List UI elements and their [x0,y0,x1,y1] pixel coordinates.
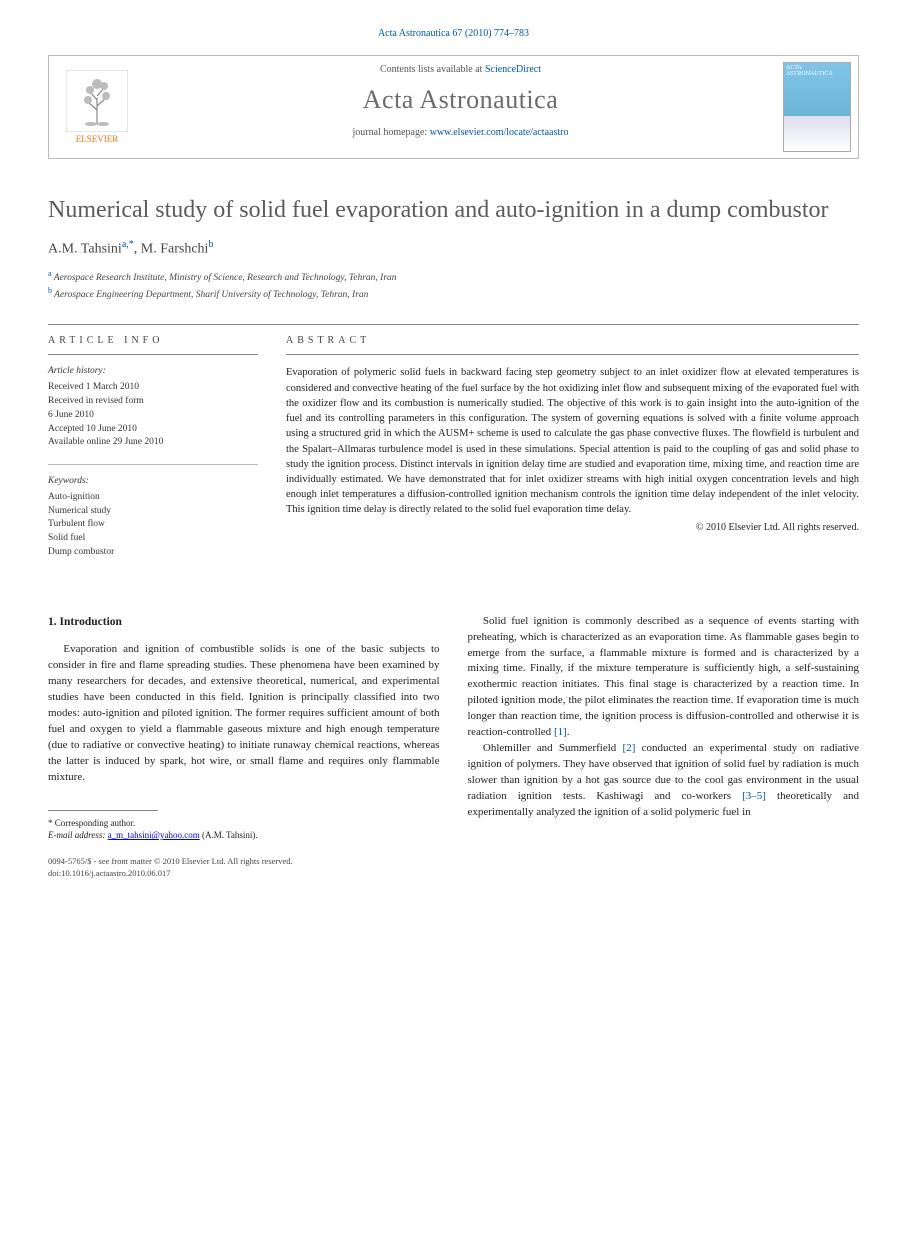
journal-header-box: ELSEVIER Contents lists available at Sci… [48,55,859,159]
journal-cover-thumbnail: ACTA ASTRONAUTICA [783,62,851,152]
intro-para-1: Evaporation and ignition of combustible … [48,642,440,785]
history-accepted: Accepted 10 June 2010 [48,424,137,434]
history-received: Received 1 March 2010 [48,382,139,392]
bottom-meta: 0094-5765/$ - see front matter © 2010 El… [48,856,440,880]
history-online: Available online 29 June 2010 [48,437,163,447]
footnote-separator [48,810,158,811]
email-label: E-mail address: [48,830,108,840]
ref-link-2[interactable]: [2] [623,742,636,754]
article-info-column: article info Article history: Received 1… [48,325,258,573]
journal-reference: Acta Astronautica 67 (2010) 774–783 [48,28,859,39]
body-columns: 1. Introduction Evaporation and ignition… [48,614,859,880]
keyword-4: Dump combustor [48,547,114,557]
article-info-heading: article info [48,325,258,355]
intro-para-3: Ohlemiller and Summerfield [2] conducted… [468,741,860,821]
keyword-3: Solid fuel [48,533,85,543]
homepage-line: journal homepage: www.elsevier.com/locat… [145,127,776,138]
article-title: Numerical study of solid fuel evaporatio… [48,195,859,225]
intro-para-2: Solid fuel ignition is commonly describe… [468,614,860,742]
corr-text: Corresponding author. [53,818,136,828]
authors-line: A.M. Tahsinia,*, M. Farshchib [48,239,859,258]
ref-link-1[interactable]: [1] [554,726,567,738]
publisher-name: ELSEVIER [76,134,119,144]
keywords-label: Keywords: [48,475,258,489]
p2-text: Solid fuel ignition is commonly describe… [468,615,860,739]
footnotes: * Corresponding author. E-mail address: … [48,817,440,842]
contents-line: Contents lists available at ScienceDirec… [145,64,776,75]
corresponding-author: * Corresponding author. [48,817,440,830]
info-divider [48,464,258,465]
p2-end: . [567,726,570,738]
header-center: Contents lists available at ScienceDirec… [145,56,776,158]
keyword-1: Numerical study [48,506,111,516]
keywords-block: Keywords: Auto-ignition Numerical study … [48,475,258,560]
elsevier-logo: ELSEVIER [66,70,128,144]
author-separator: , [134,242,141,257]
journal-name: Acta Astronautica [145,85,776,115]
aff-b-text: Aerospace Engineering Department, Sharif… [52,290,368,300]
aff-a-text: Aerospace Research Institute, Ministry o… [52,273,397,283]
p3a: Ohlemiller and Summerfield [483,742,623,754]
history-revised: Received in revised form 6 June 2010 [48,396,144,420]
page: Acta Astronautica 67 (2010) 774–783 ELSE… [0,0,907,920]
body-col-left: 1. Introduction Evaporation and ignition… [48,614,440,880]
article-history: Article history: Received 1 March 2010 R… [48,365,258,450]
email-link[interactable]: a_m_tahsini@yahoo.com [108,830,200,840]
author-1-sup: a,* [122,239,134,250]
keyword-0: Auto-ignition [48,492,100,502]
sciencedirect-link[interactable]: ScienceDirect [485,64,541,75]
keyword-2: Turbulent flow [48,519,105,529]
author-1: A.M. Tahsini [48,242,122,257]
abstract-copyright: © 2010 Elsevier Ltd. All rights reserved… [286,522,859,533]
affiliation-a: a Aerospace Research Institute, Ministry… [48,268,859,285]
author-2-sup: b [208,239,213,250]
elsevier-tree-icon [66,70,128,132]
info-abstract-row: article info Article history: Received 1… [48,324,859,573]
affiliation-b: b Aerospace Engineering Department, Shar… [48,285,859,302]
email-suffix: (A.M. Tahsini). [200,830,258,840]
author-2: M. Farshchi [141,242,209,257]
abstract-text: Evaporation of polymeric solid fuels in … [286,365,859,517]
ref-link-3[interactable]: [3–5] [742,790,766,802]
doi-line: doi:10.1016/j.actaastro.2010.06.017 [48,868,440,880]
section-heading-intro: 1. Introduction [48,614,440,631]
body-col-right: Solid fuel ignition is commonly describe… [468,614,860,880]
affiliations: a Aerospace Research Institute, Ministry… [48,268,859,303]
contents-prefix: Contents lists available at [380,64,485,75]
publisher-logo-cell: ELSEVIER [49,56,145,158]
homepage-prefix: journal homepage: [353,127,430,138]
front-matter-line: 0094-5765/$ - see front matter © 2010 El… [48,856,440,868]
homepage-link[interactable]: www.elsevier.com/locate/actaastro [430,127,569,138]
history-label: Article history: [48,365,258,379]
abstract-column: abstract Evaporation of polymeric solid … [286,325,859,573]
email-line: E-mail address: a_m_tahsini@yahoo.com (A… [48,829,440,842]
abstract-heading: abstract [286,325,859,355]
cover-cell: ACTA ASTRONAUTICA [776,56,858,158]
